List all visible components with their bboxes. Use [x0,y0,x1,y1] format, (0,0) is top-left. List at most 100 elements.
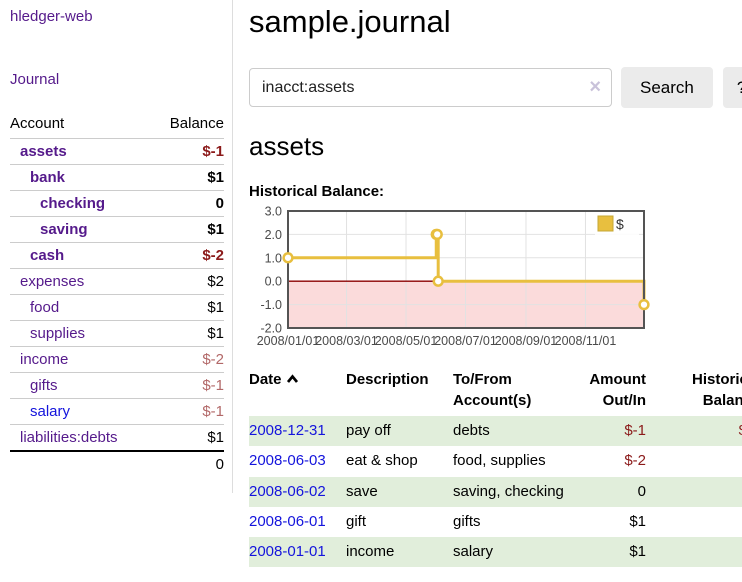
account-row: checking 0 [10,190,224,216]
account-heading: assets [249,131,325,161]
transaction-balance: $2 [646,507,742,537]
account-balance: 0 [215,195,224,212]
transaction-row: 2008-01-01 income salary $1$1 [249,537,742,568]
account-row: expenses $2 [10,268,224,294]
sidebar-account-link[interactable]: cash [30,247,65,264]
legend-label: $ [616,216,624,232]
column-header-amount: Amount Out/In [589,371,646,409]
transaction-description: save [346,482,378,500]
account-row: bank $1 [10,164,224,190]
account-balance: $-1 [202,377,224,394]
column-header-date[interactable]: Date [249,366,346,416]
sidebar-account-link[interactable]: assets [20,143,67,160]
account-row: income $-2 [10,346,224,372]
data-point-marker [431,228,443,241]
sidebar-total-row: 0 [10,450,224,477]
transaction-date-link[interactable]: 2008-01-01 [249,543,326,560]
sidebar-account-link[interactable]: income [20,351,69,368]
sort-ascending-icon [286,374,298,383]
legend-swatch [597,215,614,232]
clear-search-icon[interactable]: × [589,75,601,98]
account-rows: assets $-1 bank $1 checking 0 saving $1 cash $-2 e… [10,138,224,450]
account-column-header: Account [10,115,65,132]
sidebar-account-link[interactable]: food [30,299,60,316]
account-balance: $2 [207,273,224,290]
transaction-row: 2008-06-03 eat & shop food, supplies $-20 [249,446,742,476]
data-point-marker [638,298,650,311]
data-point-marker [432,275,444,287]
main-content: sample.journal × Search ? assets Histori… [233,0,742,577]
svg-text:3.0: 3.0 [265,206,282,219]
sidebar: hledger-web Journal Account Balance asse… [0,0,233,493]
sidebar-account-link[interactable]: checking [40,195,106,212]
account-row: cash $-2 [10,242,224,268]
register-table: Date Description To/From Account(s) Amou… [249,366,742,568]
search-button[interactable]: Search [621,67,713,108]
register-header-row: Date Description To/From Account(s) Amou… [249,366,742,416]
account-balance: $-2 [202,247,224,264]
account-row: food $1 [10,294,224,320]
account-row: supplies $1 [10,320,224,346]
account-row: liabilities:debts $1 [10,424,224,450]
search-form: × Search ? [249,67,742,108]
account-balance: $1 [207,325,224,342]
transaction-amount: $1 [629,543,646,560]
transaction-accounts: food, supplies [453,452,546,470]
transaction-balance: $1 [646,537,742,567]
brand-link[interactable]: hledger-web [10,8,93,25]
svg-text:2008/11/01: 2008/11/01 [555,334,617,348]
svg-text:2008/05/01: 2008/05/01 [375,334,438,348]
sidebar-account-link[interactable]: bank [30,169,66,186]
account-row: assets $-1 [10,138,224,164]
transaction-row: 2008-06-01 gift gifts $1$2 [249,507,742,537]
account-row: salary $-1 [10,398,224,424]
search-input[interactable] [249,68,612,107]
sidebar-account-link[interactable]: liabilities:debts [20,429,118,446]
account-balance: $1 [207,429,224,446]
transaction-description: pay off [346,422,391,439]
svg-text:-2.0: -2.0 [260,322,282,336]
search-box: × [249,68,612,107]
transaction-date-link[interactable]: 2008-06-03 [249,452,326,470]
sidebar-account-link[interactable]: gifts [30,377,58,394]
transaction-date-link[interactable]: 2008-12-31 [249,422,326,439]
sidebar-total-balance: 0 [215,456,224,473]
help-button[interactable]: ? [722,67,742,108]
sidebar-account-link[interactable]: salary [30,403,71,420]
transaction-accounts: salary [453,543,494,560]
transaction-accounts: saving, checking [453,482,564,500]
transaction-date-link[interactable]: 2008-06-02 [249,482,326,500]
sidebar-item-journal[interactable]: Journal [10,71,60,88]
page-title: sample.journal [249,4,451,39]
transaction-description: income [346,543,395,560]
transaction-description: eat & shop [346,452,418,470]
transaction-accounts: gifts [453,512,481,530]
account-balance: $-1 [202,143,224,160]
balance-column-header: Balance [169,115,224,132]
account-tree: Account Balance assets $-1 bank $1 checking 0… [10,112,224,477]
sidebar-account-link[interactable]: supplies [30,325,86,342]
transaction-date-link[interactable]: 2008-06-01 [249,512,326,530]
svg-text:2008/09/01: 2008/09/01 [495,334,558,348]
column-header-description: Description [346,371,429,388]
account-tree-header: Account Balance [10,112,224,138]
column-header-balance: Historical Balance [691,371,742,409]
svg-text:1.0: 1.0 [265,251,282,265]
chart-title: Historical Balance: [249,183,385,200]
transaction-balance: $2 [646,477,742,507]
svg-text:2.0: 2.0 [265,228,282,242]
transaction-amount: $-1 [624,422,646,439]
transaction-row: 2008-06-02 save saving, checking 0$2 [249,476,742,507]
historical-balance-chart[interactable]: $3.0 2.0 1.0 0.0 -1.0 -2.02008/01/012008/03/0… [249,206,651,354]
sidebar-account-link[interactable]: expenses [20,273,85,290]
account-balance: $1 [207,299,224,316]
account-balance: $1 [207,221,224,238]
transaction-balance: $-1 [646,416,742,446]
sidebar-account-link[interactable]: saving [40,221,88,238]
svg-text:2008/07/01: 2008/07/01 [434,334,497,348]
account-balance: $-2 [202,351,224,368]
transaction-amount: $-2 [624,452,646,470]
account-balance: $1 [207,169,224,186]
svg-text:2008/03/01: 2008/03/01 [315,334,378,348]
